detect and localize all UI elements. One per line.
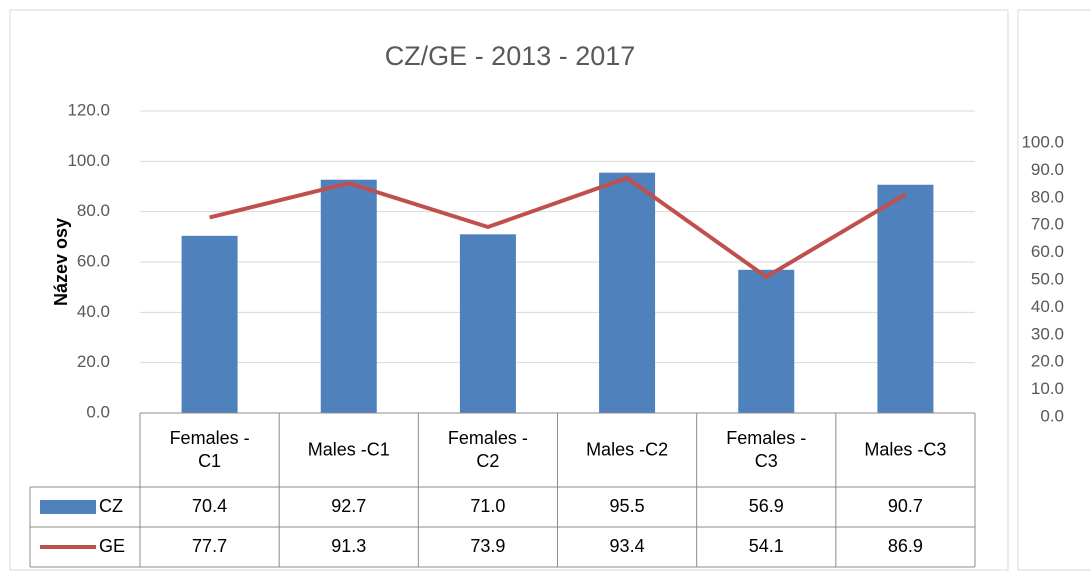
- y-tick-label: 0.0: [86, 402, 110, 421]
- table-value: 91.3: [331, 536, 366, 556]
- table-value: 86.9: [888, 536, 923, 556]
- table-value: 71.0: [470, 496, 505, 516]
- y-tick-label: 0.0: [1040, 406, 1064, 425]
- chart-title: CZ/GE - 2013 - 2017: [385, 41, 636, 71]
- chart-border: [1017, 9, 1091, 571]
- table-value: 92.7: [331, 496, 366, 516]
- x-tick-label: Females - C1: [169, 428, 250, 471]
- y-tick-label: 40.0: [77, 302, 110, 321]
- y-tick-label: 30.0: [1031, 324, 1064, 343]
- table-value: 90.7: [888, 496, 923, 516]
- y-tick-label: 120.0: [67, 100, 110, 119]
- table-value: 73.9: [470, 536, 505, 556]
- table-value: 70.4: [192, 496, 227, 516]
- x-tick-label: Males -C1: [307, 439, 390, 460]
- y-tick-label: 50.0: [1031, 269, 1064, 288]
- bar: [181, 235, 238, 413]
- y-tick-label: 60.0: [1031, 242, 1064, 261]
- y-tick-label: 80.0: [77, 201, 110, 220]
- y-tick-label: 100.0: [67, 151, 110, 170]
- table-value: 93.4: [610, 536, 645, 556]
- table-value: 95.5: [610, 496, 645, 516]
- bar: [459, 234, 516, 413]
- y-axis-title: Název osy: [51, 218, 71, 306]
- legend-label: GE: [99, 536, 125, 556]
- y-tick-label: 70.0: [1031, 215, 1064, 234]
- x-tick-label: Males -C2: [586, 439, 669, 460]
- y-tick-label: 100.0: [1021, 132, 1064, 151]
- y-tick-label: 60.0: [77, 251, 110, 270]
- table-value: 54.1: [749, 536, 784, 556]
- bar: [877, 184, 934, 413]
- table-value: 77.7: [192, 536, 227, 556]
- bar: [320, 179, 377, 413]
- y-tick-label: 20.0: [1031, 352, 1064, 371]
- y-tick-label: 20.0: [77, 352, 110, 371]
- table-value: 56.9: [749, 496, 784, 516]
- bar: [599, 172, 656, 413]
- x-tick-label: Males -C3: [864, 439, 947, 460]
- x-tick-label: Females - C2: [447, 428, 528, 471]
- y-tick-label: 10.0: [1031, 379, 1064, 398]
- y-tick-label: 80.0: [1031, 187, 1064, 206]
- y-tick-label: 90.0: [1031, 160, 1064, 179]
- line: [209, 175, 907, 279]
- legend-label: CZ: [99, 496, 123, 516]
- x-tick-label: Females - C3: [726, 428, 807, 471]
- legend-swatch: [40, 500, 96, 514]
- y-tick-label: 40.0: [1031, 297, 1064, 316]
- bar: [738, 269, 795, 413]
